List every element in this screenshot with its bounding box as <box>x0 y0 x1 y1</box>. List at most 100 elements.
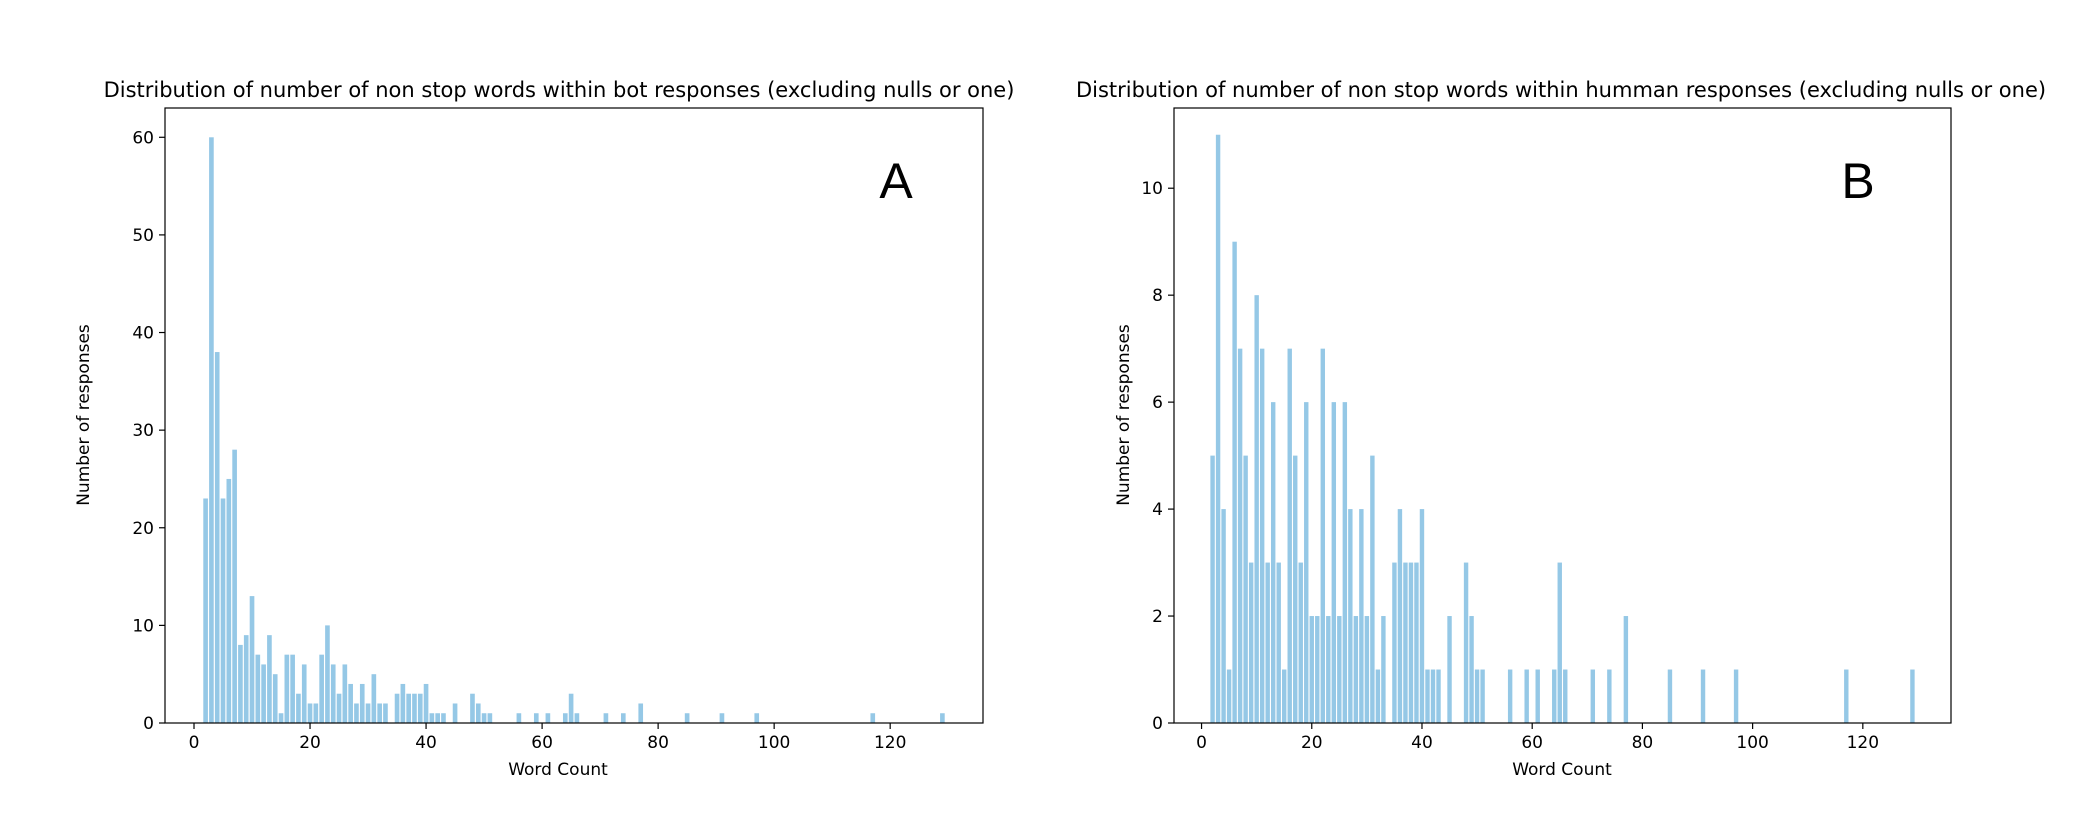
chart-a-bar <box>412 693 417 723</box>
chart-b-bar <box>1381 616 1386 723</box>
chart-b-bar <box>1700 669 1706 723</box>
chart-a-bar <box>272 674 278 723</box>
chart-a-y-tick-label: 50 <box>132 226 154 246</box>
chart-a-bar <box>301 664 307 723</box>
chart-b-y-tick-label: 10 <box>1141 179 1163 199</box>
chart-b-bar <box>1425 669 1430 723</box>
chart-a-y-tick-label: 0 <box>143 714 154 734</box>
chart-b-bar <box>1607 669 1612 723</box>
chart-b-bar <box>1397 509 1403 723</box>
chart-a-bar <box>336 693 342 723</box>
chart-b-bar <box>1414 562 1419 723</box>
chart-b-bar <box>1237 348 1243 723</box>
chart-b-bar <box>1370 455 1375 723</box>
chart-b-x-tick-label: 0 <box>1196 733 1207 753</box>
chart-a-bar <box>406 693 411 723</box>
chart-a-bar <box>545 713 551 723</box>
chart-a-bar <box>354 703 359 723</box>
chart-b-bar <box>1552 669 1557 723</box>
chart-a-bar <box>568 693 574 723</box>
chart-b-bar <box>1254 295 1259 723</box>
chart-a-plot-frame <box>164 107 984 724</box>
chart-a-y-axis-label: Number of responses <box>74 324 94 506</box>
chart-a-bar <box>441 713 446 723</box>
chart-b-bar <box>1359 509 1364 723</box>
chart-a-bar <box>278 713 284 723</box>
chart-b-panel-label: B <box>1841 153 1874 209</box>
chart-b-bar <box>1304 402 1309 723</box>
chart-a-bars <box>203 137 945 724</box>
chart-b-bar <box>1210 455 1215 723</box>
chart-b-bar <box>1524 669 1529 723</box>
chart-a-bar <box>533 713 539 723</box>
chart-a-x-tick-label: 80 <box>647 733 669 753</box>
chart-a-bar <box>325 625 330 723</box>
chart-b-bar <box>1353 616 1359 723</box>
chart-a-bar <box>487 713 493 723</box>
chart-b-bar <box>1215 134 1221 724</box>
chart-a-y-tick-label: 10 <box>132 616 154 636</box>
chart-b-bar <box>1408 562 1414 723</box>
chart-a-bar <box>319 654 324 723</box>
chart-a-bar <box>940 713 945 723</box>
chart-b-x-tick-label: 40 <box>1411 733 1433 753</box>
chart-b-bar <box>1447 616 1452 723</box>
chart-b-bar <box>1287 348 1292 723</box>
chart-b-bar <box>1392 562 1397 723</box>
chart-a-y-tick-label: 30 <box>132 421 154 441</box>
chart-a-bar <box>870 713 876 723</box>
chart-a-bar <box>562 713 568 723</box>
chart-a-x-tick-label: 0 <box>189 733 200 753</box>
chart-a-bar <box>296 693 301 723</box>
chart-b-bar <box>1348 509 1353 723</box>
chart-b-bar <box>1535 669 1540 723</box>
chart-b-bar <box>1623 616 1629 723</box>
chart-a-panel-label: A <box>879 153 913 209</box>
chart-b-bar <box>1226 669 1232 723</box>
chart-b-bar <box>1293 455 1298 723</box>
chart-b-bar <box>1563 669 1568 723</box>
chart-a-bar <box>232 449 237 723</box>
chart-b-bar <box>1430 669 1436 723</box>
chart-a-bar <box>400 683 406 723</box>
chart-a-bar <box>290 654 295 723</box>
chart-b-x-tick-label: 80 <box>1632 733 1654 753</box>
chart-a-x-tick-label: 100 <box>758 733 790 753</box>
chart-b-bar <box>1248 562 1254 723</box>
chart-a-bar <box>348 683 353 723</box>
chart-b-y-axis-label: Number of responses <box>1114 324 1134 506</box>
chart-b-bar <box>1326 616 1331 723</box>
chart-a-bar <box>475 703 481 723</box>
chart-a-bar <box>481 713 487 723</box>
chart-a-bar <box>574 713 580 723</box>
chart-b-bar <box>1375 669 1381 723</box>
chart-a-bar <box>261 664 266 723</box>
chart-b-bar <box>1243 455 1248 723</box>
chart-a-bar <box>620 713 626 723</box>
chart-b-bar <box>1733 669 1739 723</box>
chart-b-bar <box>1337 616 1342 723</box>
chart-a-bar <box>220 498 226 723</box>
chart-a-x-tick-label: 20 <box>299 733 321 753</box>
chart-a-bar <box>638 703 644 723</box>
chart-b-bar <box>1507 669 1513 723</box>
chart-b-bars <box>1210 134 1915 724</box>
chart-a-bar <box>214 352 220 723</box>
chart-a-bar <box>417 693 423 723</box>
chart-a-x-axis-label: Word Count <box>508 760 608 780</box>
chart-b-bar <box>1270 402 1276 723</box>
chart-a-title: Distribution of number of non stop words… <box>104 78 1015 102</box>
chart-a-bar <box>516 713 522 723</box>
chart-a-y-tick-label: 20 <box>132 519 154 539</box>
chart-a-x-tick-label: 40 <box>415 733 437 753</box>
chart-b-bar <box>1469 616 1474 723</box>
chart-a-bar <box>342 664 348 723</box>
chart-b-bar <box>1667 669 1673 723</box>
chart-a-bar <box>470 693 475 723</box>
chart-a-bar <box>603 713 609 723</box>
chart-b-bar <box>1309 616 1314 723</box>
chart-b-bar <box>1436 669 1441 723</box>
chart-b-bar <box>1910 669 1915 723</box>
chart-b-y-tick-label: 4 <box>1152 500 1163 520</box>
